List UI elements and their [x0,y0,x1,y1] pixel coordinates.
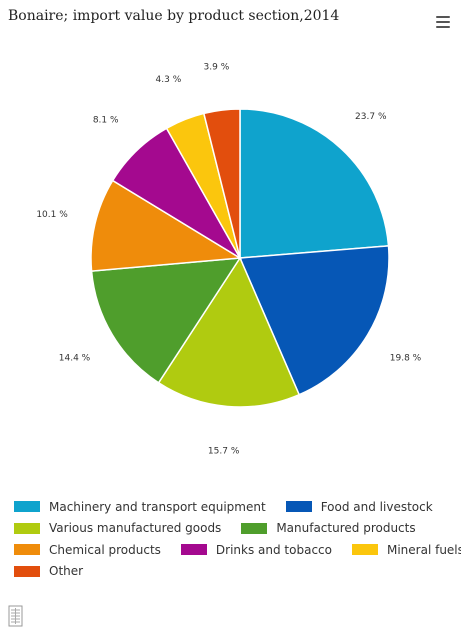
legend-label: Drinks and tobacco [215,542,332,557]
pie-slice[interactable] [239,108,390,259]
legend-item-various-goods[interactable]: Various manufactured goods [14,521,221,535]
legend-swatch [241,522,268,534]
legend-item-manufactured[interactable]: Manufactured products [241,521,416,536]
legend-swatch [14,501,40,513]
table-document-icon[interactable] [8,605,23,627]
legend-label: Various manufactured goods [49,521,222,536]
slice-data-label: 15.7 % [208,446,240,456]
slice-data-label: 3.9 % [204,62,230,72]
pie-chart: 23.7 % 19.8 % 15.7 % 14.4 % 10.1 % 8.1 % 4.3 %… [36,62,422,456]
slice-data-label: 23.7 % [355,112,387,122]
legend-row: Various manufactured goods Manufactured … [14,518,454,540]
hamburger-menu-icon[interactable] [436,16,450,28]
legend-row: Machinery and transport equipment Food a… [14,496,454,518]
slice-data-label: 14.4 % [59,353,91,363]
pie-slice[interactable] [157,256,301,408]
chart-legend: Machinery and transport equipment Food a… [14,496,461,583]
legend-label: Food and livestock [320,499,433,514]
legend-swatch [351,544,378,556]
legend-swatch [14,544,40,556]
legend-row: Chemical products Drinks and tobacco Min… [14,539,461,561]
legend-label: Manufactured products [276,521,416,536]
legend-item-drinks[interactable]: Drinks and tobacco [180,542,332,557]
pie-slice[interactable] [90,179,243,272]
legend-swatch [180,544,207,556]
legend-item-food[interactable]: Food and livestock [285,499,433,514]
legend-swatch [14,565,40,577]
legend-label: Machinery and transport equipment [49,499,266,514]
pie-slice[interactable] [238,245,390,396]
legend-item-mineral[interactable]: Mineral fuels [351,542,461,557]
chart-title: Bonaire; import value by product section… [8,8,340,24]
legend-item-other[interactable]: Other [14,564,83,578]
legend-row: Other [14,561,454,583]
slice-data-label: 10.1 % [36,210,68,220]
legend-swatch [285,501,312,513]
legend-item-machinery[interactable]: Machinery and transport equipment [14,500,266,514]
legend-label: Mineral fuels [386,542,461,557]
legend-swatch [14,522,40,534]
pie-slice[interactable] [90,257,242,384]
legend-label: Other [49,564,84,579]
legend-item-chemical[interactable]: Chemical products [14,543,161,557]
pie-slice[interactable] [202,108,241,259]
legend-label: Chemical products [49,542,161,557]
slice-data-label: 19.8 % [390,353,422,363]
slice-data-label: 4.3 % [156,75,182,85]
slice-data-label: 8.1 % [93,115,119,125]
